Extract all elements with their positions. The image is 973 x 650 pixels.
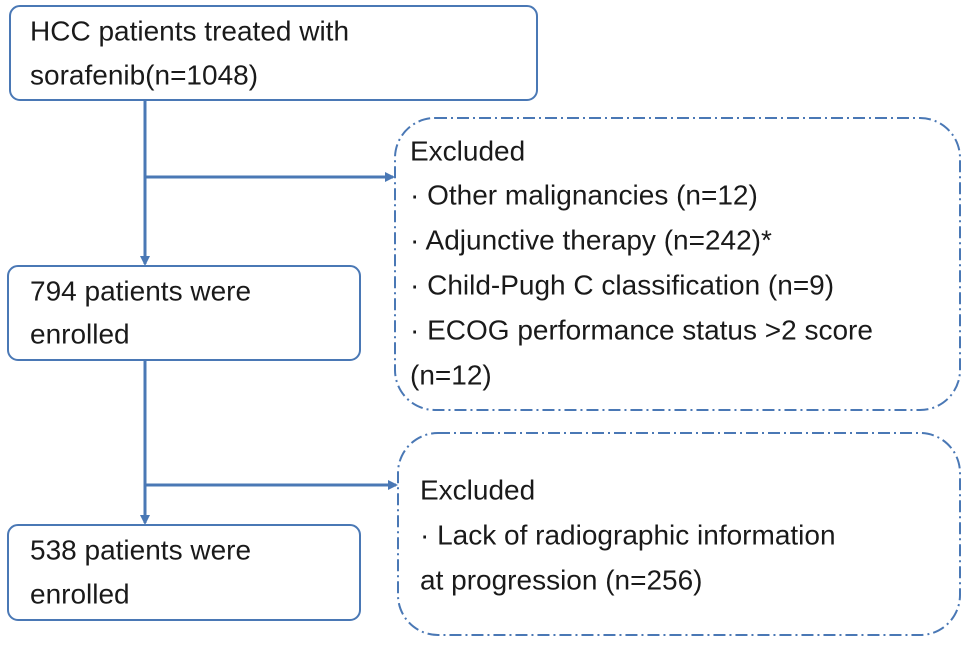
exclusion-box [397, 432, 961, 636]
node-box [9, 5, 538, 101]
node-text: HCC patients treated with [30, 15, 349, 46]
exclusion-text: · Lack of radiographic information [420, 519, 836, 550]
node-text: 538 patients were [30, 534, 251, 565]
exclusion-text: Excluded [420, 474, 535, 505]
exclusion-text: · Child-Pugh C classification (n=9) [410, 269, 834, 300]
node-box [7, 524, 361, 621]
exclusion-text: · ECOG performance status >2 score [410, 314, 873, 345]
exclusion-box [394, 117, 961, 411]
node-box [7, 265, 361, 361]
node-text: 794 patients were [30, 275, 251, 306]
node-text: enrolled [30, 578, 130, 609]
node-text: sorafenib(n=1048) [30, 59, 258, 90]
exclusion-text: · Adjunctive therapy (n=242)* [410, 224, 772, 255]
exclusion-text: · Other malignancies (n=12) [410, 179, 758, 210]
node-text: enrolled [30, 318, 130, 349]
exclusion-text: at progression (n=256) [420, 564, 703, 595]
exclusion-text: Excluded [410, 135, 525, 166]
exclusion-text: (n=12) [410, 359, 492, 390]
